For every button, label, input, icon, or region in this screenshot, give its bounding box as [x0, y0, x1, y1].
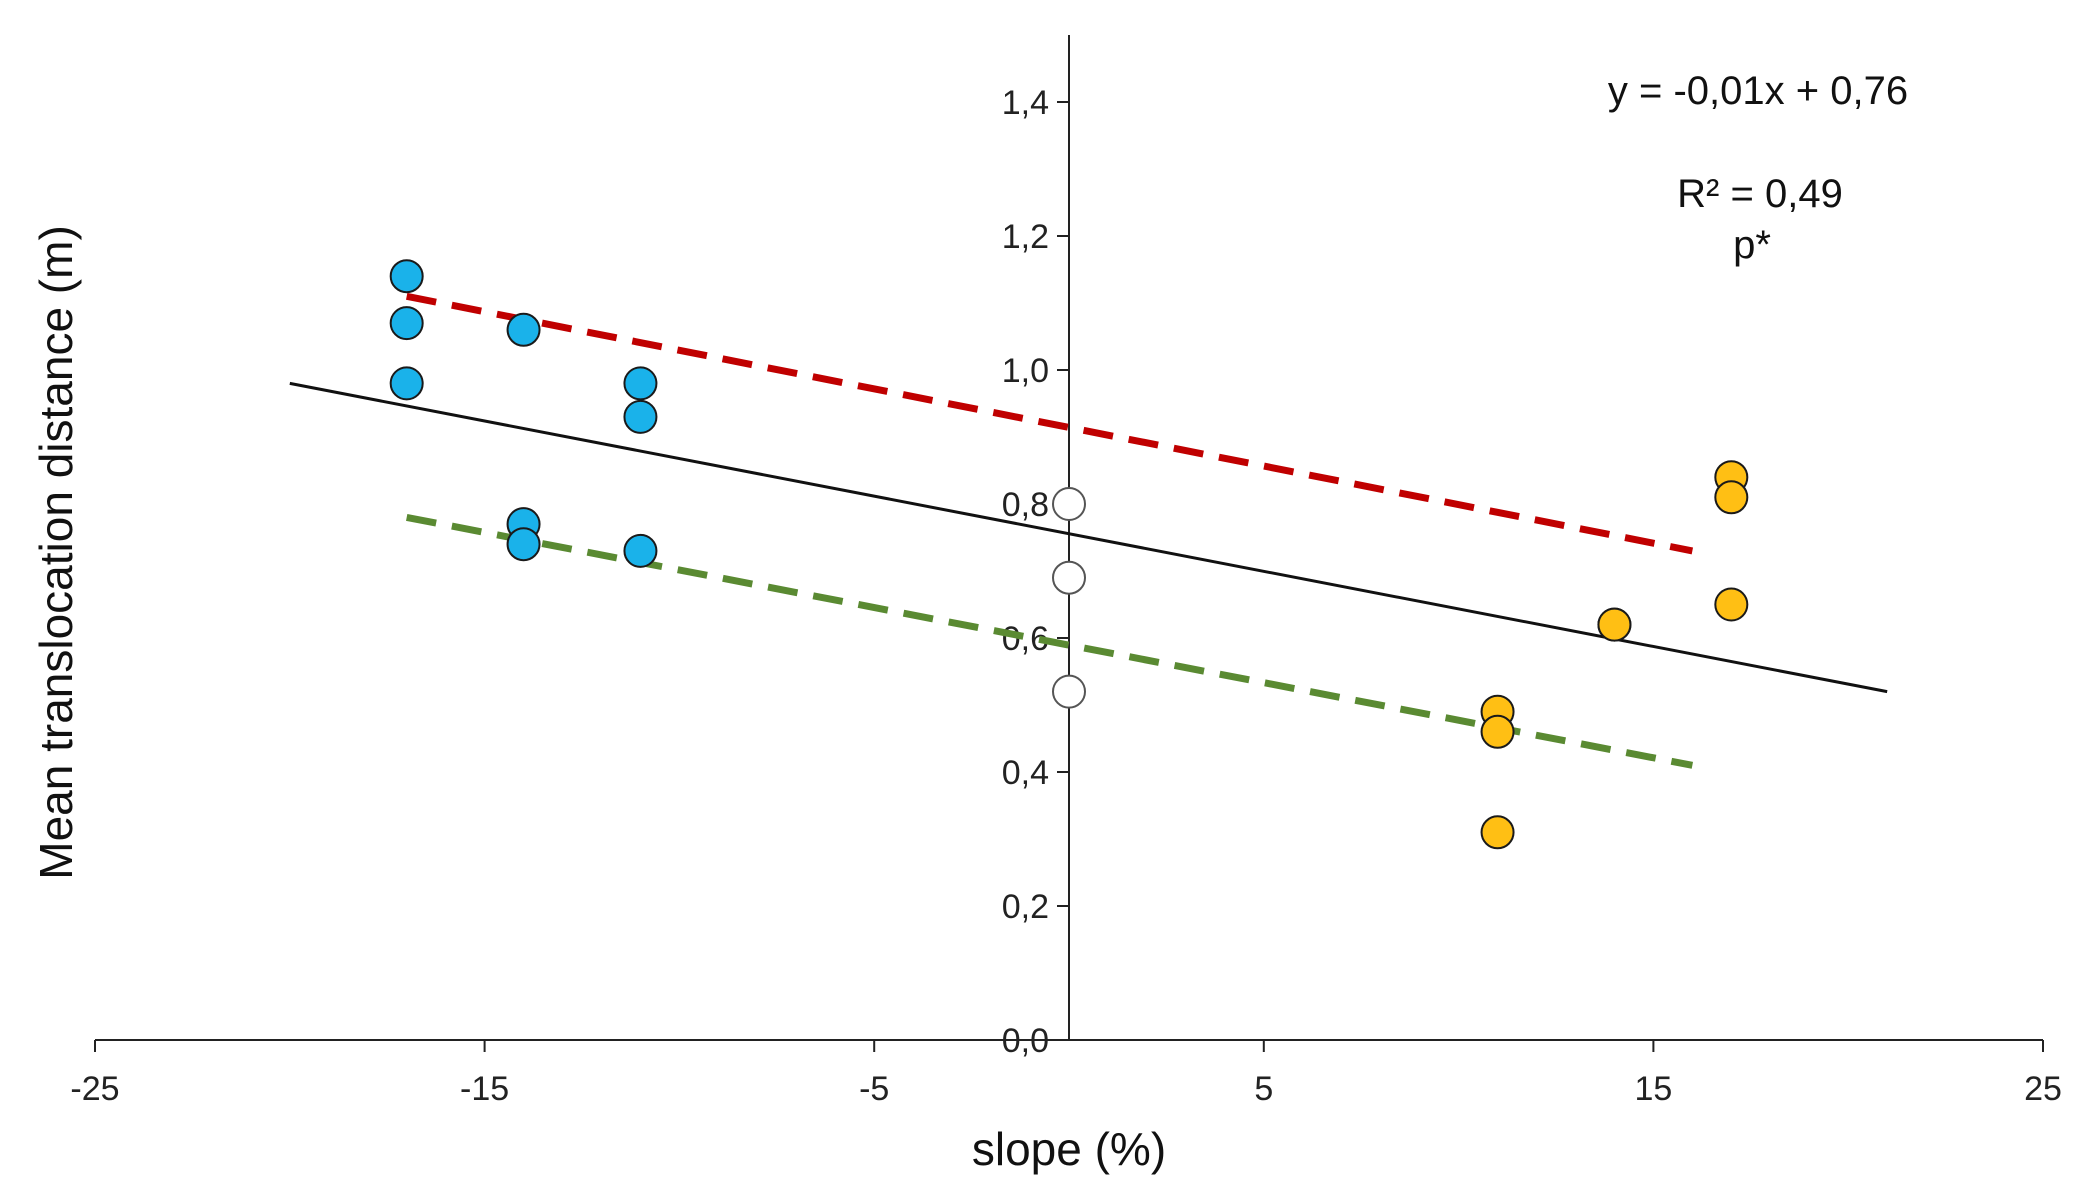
y-tick-label: 1,2	[1002, 218, 1049, 256]
uphill-point	[1714, 480, 1749, 515]
y-axis-title: Mean translocation distance (m)	[30, 225, 82, 880]
uphill-point	[1597, 607, 1632, 642]
upper-bound-line	[406, 292, 1694, 555]
x-tick-label: -15	[460, 1070, 509, 1108]
downhill-point	[506, 312, 541, 347]
downhill-point	[623, 533, 658, 568]
equation-annotation: y = -0,01x + 0,76	[1608, 69, 1908, 113]
downhill-point	[389, 306, 424, 341]
y-tick-label: 1,0	[1002, 352, 1049, 390]
lower-bound-line	[406, 513, 1694, 769]
y-tick-label: 1,4	[1002, 84, 1049, 122]
x-tick-label: 15	[1634, 1070, 1672, 1108]
x-tick-label: -25	[70, 1070, 119, 1108]
y-tick-label: 0,0	[1002, 1022, 1049, 1060]
x-ticks: -25 -15 -5 5 15 25	[70, 1040, 2062, 1108]
data-points	[389, 259, 1749, 850]
flat-point	[1052, 487, 1086, 521]
uphill-point	[1480, 714, 1515, 749]
y-tick-label: 0,8	[1002, 486, 1049, 524]
flat-point	[1052, 674, 1086, 709]
y-ticks: 0,00,20,40,60,81,01,21,4	[1002, 84, 1069, 1060]
downhill-point	[389, 366, 424, 401]
x-tick-label: 25	[2024, 1070, 2062, 1108]
x-axis-title: slope (%)	[972, 1123, 1166, 1175]
downhill-point	[389, 259, 424, 294]
x-tick-label: -5	[859, 1070, 889, 1108]
y-tick-label: 0,2	[1002, 888, 1049, 926]
x-tick-label: 5	[1254, 1070, 1273, 1108]
y-tick-label: 0,4	[1002, 754, 1049, 792]
uphill-point	[1714, 587, 1749, 622]
downhill-point	[506, 527, 541, 562]
r-squared-annotation: R² = 0,49	[1677, 172, 1843, 216]
p-value-annotation: p*	[1733, 223, 1771, 267]
uphill-point	[1480, 815, 1515, 850]
downhill-point	[623, 366, 658, 401]
flat-point	[1052, 560, 1086, 595]
downhill-point	[623, 399, 658, 434]
